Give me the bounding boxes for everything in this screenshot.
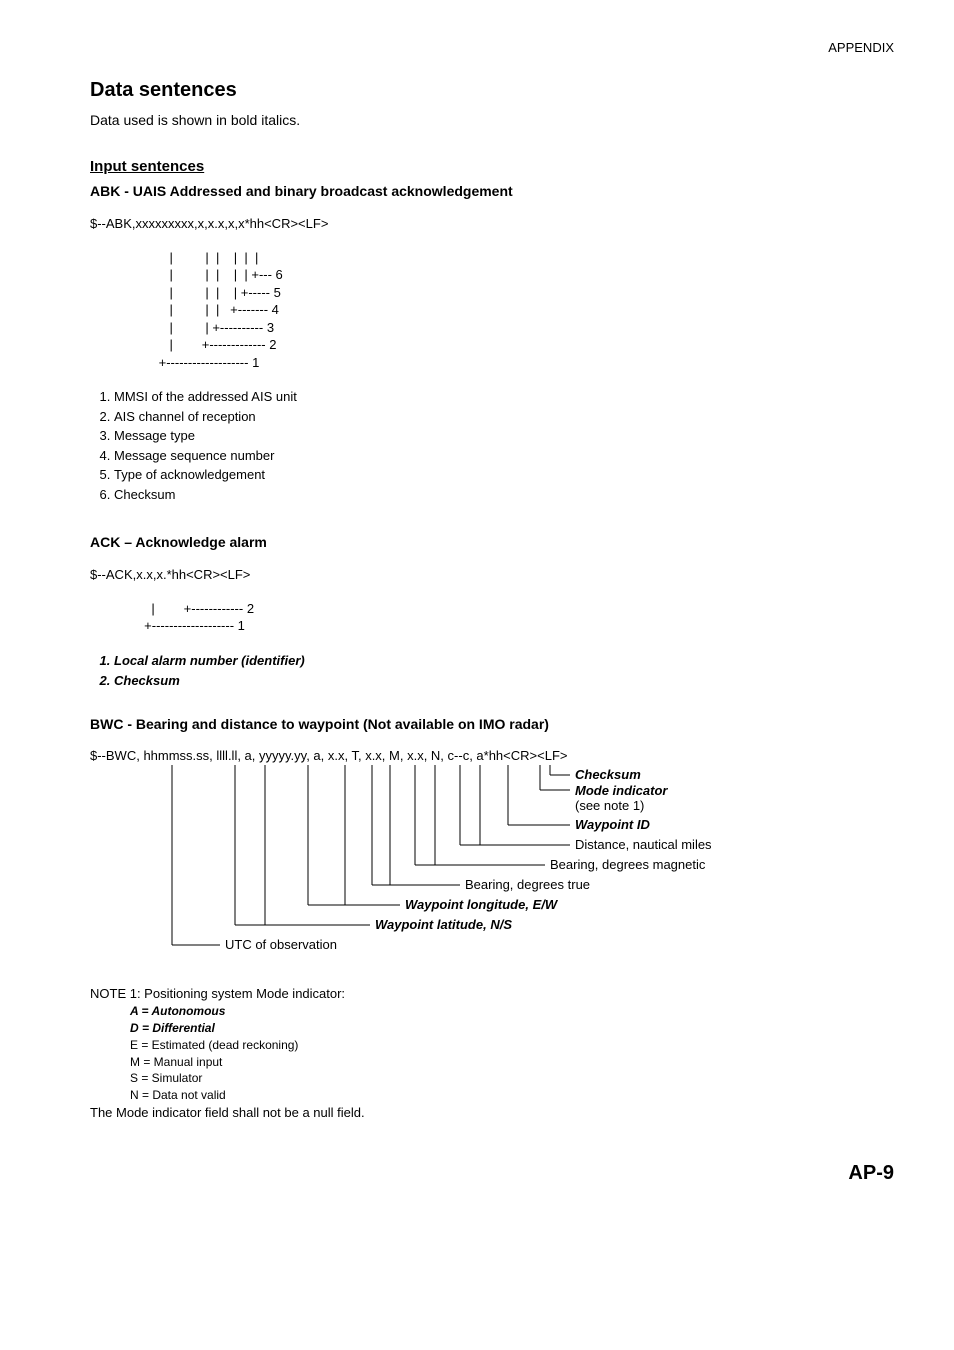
note1-item: D = Differential — [130, 1020, 894, 1037]
note1-item: E = Estimated (dead reckoning) — [130, 1037, 894, 1054]
note1-item: S = Simulator — [130, 1070, 894, 1087]
abk-format: $--ABK,xxxxxxxxx,x,x.x,x,x*hh<CR><LF> — [90, 215, 894, 233]
abk-field: Message type — [114, 426, 894, 446]
bwc-label-lon: Waypoint longitude, E/W — [405, 897, 559, 912]
abk-field: MMSI of the addressed AIS unit — [114, 387, 894, 407]
bwc-svg: Checksum Mode indicator (see note 1) Way… — [90, 765, 790, 965]
bwc-format: $--BWC, hhmmss.ss, llll.ll, a, yyyyy.yy,… — [90, 748, 894, 763]
bwc-label-mode-note: (see note 1) — [575, 798, 644, 813]
bwc-label-lat: Waypoint latitude, N/S — [375, 917, 512, 932]
abk-fields: MMSI of the addressed AIS unit AIS chann… — [90, 387, 894, 504]
bwc-label-btrue: Bearing, degrees true — [465, 877, 590, 892]
note1-item: M = Manual input — [130, 1054, 894, 1071]
input-sentences-heading: Input sentences — [90, 158, 894, 175]
bwc-label-wpid: Waypoint ID — [575, 817, 650, 832]
abk-title: ABK - UAIS Addressed and binary broadcas… — [90, 183, 894, 199]
bwc-label-checksum: Checksum — [575, 767, 641, 782]
bwc-label-mode: Mode indicator — [575, 783, 668, 798]
note1-item: A = Autonomous — [130, 1003, 894, 1020]
abk-tree: | | | | | | | | | | | +--- 6 | | | | +--… — [90, 249, 894, 372]
appendix-header: APPENDIX — [90, 40, 894, 55]
bwc-title: BWC - Bearing and distance to waypoint (… — [90, 716, 894, 732]
bwc-label-utc: UTC of observation — [225, 937, 337, 952]
abk-field: Type of acknowledgement — [114, 465, 894, 485]
ack-title: ACK – Acknowledge alarm — [90, 534, 894, 550]
abk-field: Message sequence number — [114, 446, 894, 466]
ack-format: $--ACK,x.x,x.*hh<CR><LF> — [90, 566, 894, 584]
bwc-label-dist: Distance, nautical miles — [575, 837, 712, 852]
note-1: NOTE 1: Positioning system Mode indicato… — [90, 985, 894, 1122]
abk-field: Checksum — [114, 485, 894, 505]
ack-field: Checksum — [114, 671, 894, 691]
ack-fields: Local alarm number (identifier) Checksum — [90, 651, 894, 690]
ack-tree: | +------------ 2 +------------------- 1 — [90, 600, 894, 635]
bwc-diagram: $--BWC, hhmmss.ss, llll.ll, a, yyyyy.yy,… — [90, 748, 894, 965]
page-number: AP-9 — [90, 1162, 894, 1185]
bwc-label-bmagn: Bearing, degrees magnetic — [550, 857, 706, 872]
intro-text: Data used is shown in bold italics. — [90, 112, 894, 128]
page-title: Data sentences — [90, 79, 894, 102]
note1-foot: The Mode indicator field shall not be a … — [90, 1104, 894, 1122]
note1-item: N = Data not valid — [130, 1087, 894, 1104]
ack-field: Local alarm number (identifier) — [114, 651, 894, 671]
abk-field: AIS channel of reception — [114, 407, 894, 427]
note1-head: NOTE 1: Positioning system Mode indicato… — [90, 985, 894, 1003]
